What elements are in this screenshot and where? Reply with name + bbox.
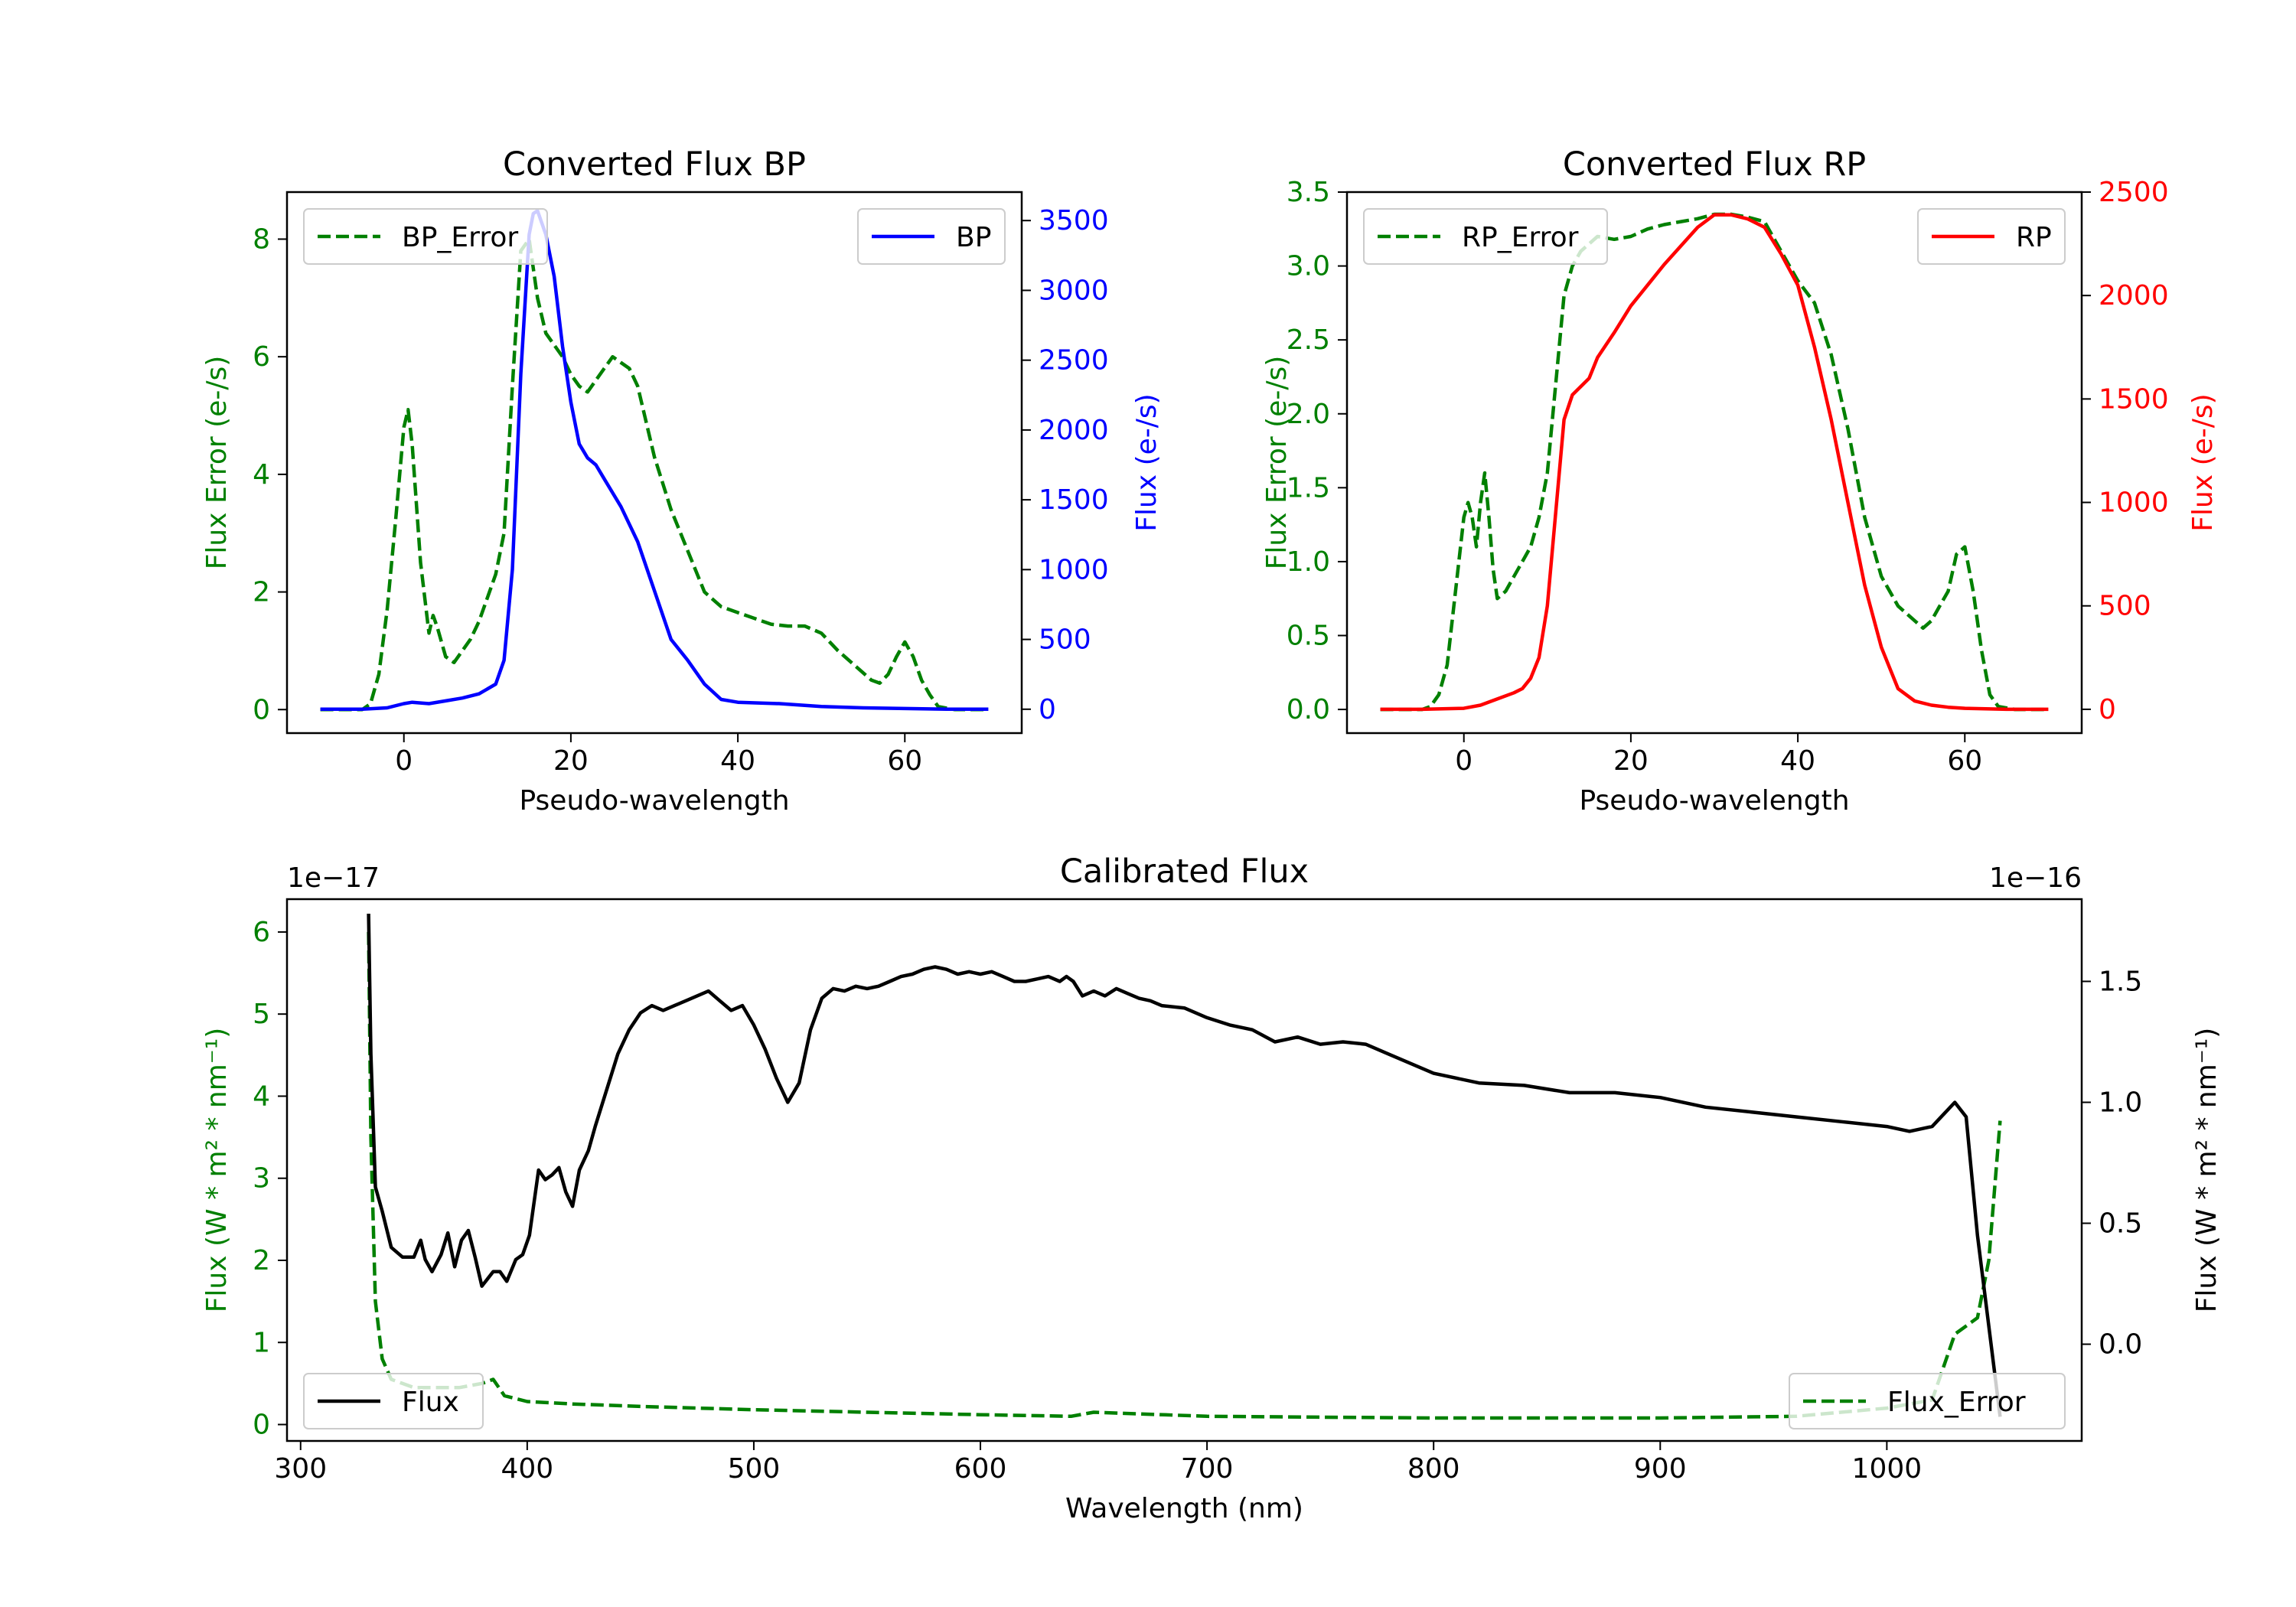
legend-bp-error: BP_Error [303,208,548,265]
y-left-tick-label: 2 [253,577,270,608]
y-left-tick-label: 1.5 [1287,472,1330,504]
y-left-tick-label: 2.0 [1287,399,1330,430]
rp-panel: 0 20 40 60 0.0 0.5 1.0 1.5 2.0 2.5 3.0 3.5 0 500 1000 1… [1261,145,2219,817]
y-right-tick-label: 1500 [1039,484,1109,516]
series-bp-error [320,237,989,712]
x-tick-label: 600 [954,1453,1007,1485]
legend-label: RP_Error [1462,222,1579,253]
x-tick-label: 60 [887,745,922,777]
x-tick-label: 700 [1181,1453,1234,1485]
y-left-tick-label: 5 [253,999,270,1030]
y-left-tick-label: 4 [253,1081,270,1112]
calibrated-panel: 300 400 500 600 700 800 900 1000 0 1 2 3 4 5 6 0.0 0.5 1.… [201,852,2223,1524]
x-axis-label: Pseudo-wavelength [519,785,789,817]
x-tick-label: 900 [1634,1453,1687,1485]
y-right-tick-label: 1.0 [2099,1087,2142,1119]
x-tick-label: 0 [395,745,413,777]
y-right-tick-label: 3500 [1039,205,1109,236]
legend-label: Flux_Error [1887,1387,2026,1418]
legend-label: RP [2016,222,2052,253]
legend-flux: Flux [303,1373,484,1429]
chart-title: Converted Flux BP [503,145,806,184]
y-left-tick-label: 4 [253,459,270,491]
y-left-tick-label: 1.0 [1287,546,1330,578]
legend-label: BP [956,222,991,253]
plot-frame [285,191,1023,735]
y-right-tick-label: 500 [1039,624,1091,656]
y-left-tick-label: 2 [253,1245,270,1276]
series-rp [1380,213,2049,712]
plot-frame [285,898,2083,1442]
y-right-offset: 1e−16 [1989,862,2082,894]
y-right-tick-label: 1000 [1039,554,1109,585]
y-right-tick-label: 0.0 [2099,1329,2142,1361]
chart-title: Converted Flux RP [1563,145,1866,184]
y-left-tick-label: 6 [253,341,270,373]
legend-flux-error: Flux_Error [1789,1373,2066,1429]
plot-frame [1345,191,2083,735]
y-left-tick-label: 2.5 [1287,324,1330,356]
y-right-tick-label: 2500 [2099,177,2169,208]
y-left-tick-label: 3 [253,1163,270,1195]
series-bp [320,209,989,712]
y-right-tick-label: 3000 [1039,275,1109,306]
y-left-tick-label: 6 [253,917,270,948]
y-right-tick-label: 0.5 [2099,1208,2142,1240]
y-left-tick-label: 8 [253,223,270,255]
bp-panel: 0 20 40 60 0 2 4 6 8 0 500 1000 1500 2000 2500 3000 3500… [201,145,1163,817]
y-left-tick-label: 3.0 [1287,251,1330,282]
y-left-tick-label: 0.5 [1287,621,1330,652]
legend-box [303,1373,484,1429]
y-left-tick-label: 1 [253,1327,270,1358]
y-right-axis-label: Flux (e-/s) [2187,393,2219,531]
legend-label: Flux [402,1387,459,1418]
y-right-tick-label: 500 [2099,591,2151,622]
y-right-tick-label: 0 [1039,694,1056,725]
x-axis-label: Pseudo-wavelength [1579,785,1849,817]
chart-title: Calibrated Flux [1060,852,1309,891]
x-tick-label: 40 [720,745,755,777]
x-tick-label: 1000 [1852,1453,1923,1485]
y-right-tick-label: 1000 [2099,487,2169,519]
x-tick-label: 40 [1780,745,1815,777]
y-left-axis-label: Flux Error (e-/s) [201,356,233,570]
legend-rp: RP [1917,208,2066,265]
y-right-tick-label: 2500 [1039,345,1109,376]
legend-label: BP_Error [402,222,518,253]
y-right-axis-label: Flux (e-/s) [1131,393,1163,531]
x-tick-label: 20 [553,745,589,777]
y-right-tick-label: 1.5 [2099,966,2142,997]
legend-rp-error: RP_Error [1363,208,1608,265]
x-tick-label: 800 [1407,1453,1460,1485]
y-left-axis-label: Flux (W * m² * nm⁻¹) [201,1028,233,1313]
y-right-axis-label: Flux (W * m² * nm⁻¹) [2191,1028,2223,1313]
legend-bp: BP [857,208,1006,265]
series-rp-error [1380,212,2049,712]
x-tick-label: 0 [1455,745,1473,777]
y-left-tick-label: 3.5 [1287,177,1330,208]
legend-box [303,208,548,265]
y-left-axis-label: Flux Error (e-/s) [1261,356,1293,570]
y-left-offset: 1e−17 [287,862,380,894]
y-right-tick-label: 2000 [2099,280,2169,311]
x-axis-label: Wavelength (nm) [1065,1493,1303,1524]
y-right-tick-label: 2000 [1039,415,1109,446]
y-left-tick-label: 0.0 [1287,694,1330,725]
x-tick-label: 300 [274,1453,327,1485]
x-tick-label: 400 [501,1453,553,1485]
x-tick-label: 500 [728,1453,781,1485]
x-tick-label: 60 [1947,745,1982,777]
y-right-tick-label: 0 [2099,694,2116,725]
y-left-tick-label: 0 [253,694,270,725]
legend-box [1789,1373,2066,1429]
legend-box [1363,208,1608,265]
x-tick-label: 20 [1613,745,1649,777]
y-right-tick-label: 1500 [2099,383,2169,415]
series-flux [367,913,2002,1417]
y-left-tick-label: 0 [253,1410,270,1441]
